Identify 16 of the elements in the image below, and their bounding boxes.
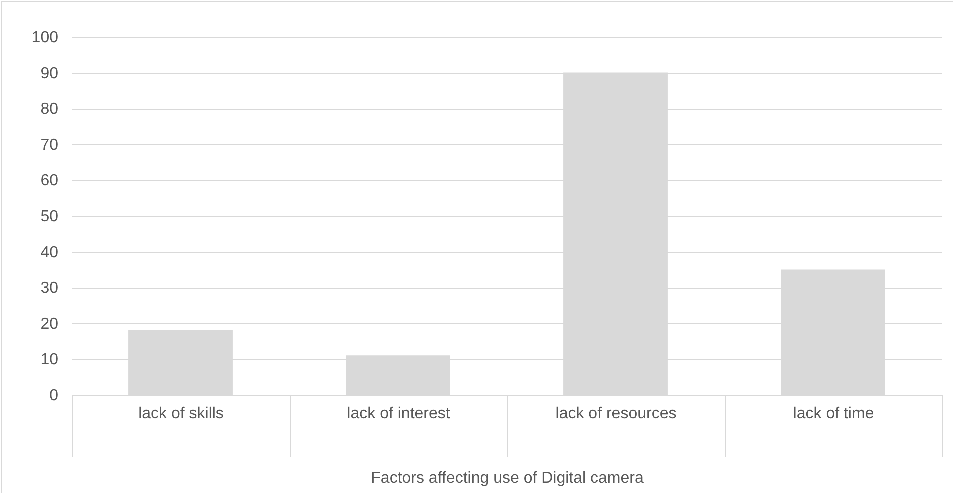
x-tick-label: lack of interest — [347, 406, 451, 422]
y-tick-label: 50 — [40, 208, 59, 226]
y-tick-label: 10 — [40, 352, 59, 369]
x-tick-label: lack of skills — [138, 406, 224, 422]
x-tick-label: lack of resources — [556, 406, 677, 422]
x-tick-label: lack of time — [793, 406, 874, 422]
y-tick-label: 90 — [40, 65, 59, 82]
y-tick-label: 40 — [40, 244, 59, 262]
y-tick-label: 0 — [50, 388, 59, 404]
y-tick-label: 30 — [40, 280, 59, 298]
y-tick-label: 100 — [32, 30, 59, 46]
y-tick-label: 80 — [40, 101, 59, 118]
y-tick-label: 70 — [40, 136, 59, 154]
y-tick-label: 20 — [40, 316, 59, 333]
x-axis-title: Factors affecting use of Digital camera — [371, 470, 644, 487]
y-tick-label: 60 — [40, 172, 59, 190]
